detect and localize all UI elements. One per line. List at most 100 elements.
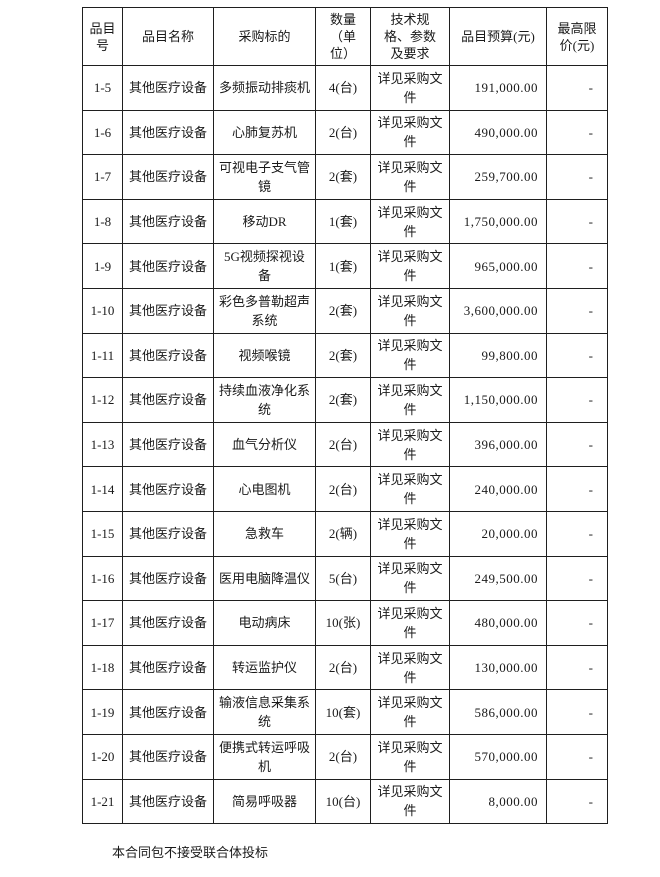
cell-quantity-unit: 1(套) — [315, 198, 371, 245]
cell-quantity-unit: 10(张) — [315, 600, 371, 646]
cell-procurement-target: 心电图机 — [213, 466, 316, 512]
cell-item-no: 1-7 — [82, 154, 123, 200]
cell-item-budget: 480,000.00 — [449, 600, 547, 646]
cell-item-name: 其他医疗设备 — [122, 154, 214, 200]
cell-item-budget: 965,000.00 — [449, 243, 547, 289]
cell-procurement-target: 电动病床 — [213, 600, 316, 646]
header-max-price: 最高限 价(元) — [546, 7, 608, 66]
cell-item-name: 其他医疗设备 — [122, 332, 214, 379]
cell-procurement-target: 持续血液净化系统 — [213, 377, 316, 423]
cell-item-no: 1-12 — [82, 377, 123, 423]
cell-max-price: - — [546, 287, 608, 334]
cell-item-budget: 191,000.00 — [449, 65, 547, 111]
cell-quantity-unit: 5(台) — [315, 555, 371, 602]
table-row: 1-7 其他医疗设备 可视电子支气管镜 2(套) 详见采购文件 259,700.… — [82, 154, 608, 200]
cell-item-budget: 8,000.00 — [449, 778, 547, 825]
cell-item-name: 其他医疗设备 — [122, 600, 214, 646]
header-item-budget: 品目预算(元) — [449, 7, 547, 66]
table-row: 1-11 其他医疗设备 视频喉镜 2(套) 详见采购文件 99,800.00 - — [82, 332, 608, 379]
cell-item-budget: 3,600,000.00 — [449, 287, 547, 334]
header-item-no: 品目 号 — [82, 7, 123, 66]
cell-max-price: - — [546, 332, 608, 379]
cell-item-budget: 99,800.00 — [449, 332, 547, 379]
cell-tech-spec: 详见采购文件 — [370, 65, 450, 111]
cell-item-name: 其他医疗设备 — [122, 421, 214, 468]
cell-item-no: 1-13 — [82, 421, 123, 468]
cell-item-budget: 1,750,000.00 — [449, 198, 547, 245]
cell-quantity-unit: 4(台) — [315, 65, 371, 111]
cell-quantity-unit: 2(台) — [315, 644, 371, 691]
table-row: 1-12 其他医疗设备 持续血液净化系统 2(套) 详见采购文件 1,150,0… — [82, 377, 608, 423]
cell-max-price: - — [546, 733, 608, 780]
cell-max-price: - — [546, 154, 608, 200]
cell-item-name: 其他医疗设备 — [122, 243, 214, 289]
cell-item-no: 1-19 — [82, 689, 123, 735]
cell-tech-spec: 详见采购文件 — [370, 154, 450, 200]
cell-procurement-target: 彩色多普勒超声系统 — [213, 287, 316, 334]
cell-tech-spec: 详见采购文件 — [370, 778, 450, 825]
cell-item-name: 其他医疗设备 — [122, 198, 214, 245]
cell-item-no: 1-18 — [82, 644, 123, 691]
cell-tech-spec: 详见采购文件 — [370, 689, 450, 735]
cell-procurement-target: 可视电子支气管镜 — [213, 154, 316, 200]
cell-item-budget: 570,000.00 — [449, 733, 547, 780]
cell-quantity-unit: 2(套) — [315, 377, 371, 423]
cell-tech-spec: 详见采购文件 — [370, 198, 450, 245]
header-procurement-target: 采购标的 — [213, 7, 316, 66]
cell-item-name: 其他医疗设备 — [122, 555, 214, 602]
table-row: 1-13 其他医疗设备 血气分析仪 2(台) 详见采购文件 396,000.00… — [82, 421, 608, 468]
cell-tech-spec: 详见采购文件 — [370, 109, 450, 156]
cell-max-price: - — [546, 109, 608, 156]
table-row: 1-20 其他医疗设备 便携式转运呼吸机 2(台) 详见采购文件 570,000… — [82, 733, 608, 780]
cell-item-name: 其他医疗设备 — [122, 287, 214, 334]
cell-quantity-unit: 2(套) — [315, 154, 371, 200]
cell-tech-spec: 详见采购文件 — [370, 733, 450, 780]
cell-procurement-target: 输液信息采集系统 — [213, 689, 316, 735]
cell-item-name: 其他医疗设备 — [122, 510, 214, 557]
cell-quantity-unit: 2(套) — [315, 287, 371, 334]
cell-procurement-target: 5G视频探视设备 — [213, 243, 316, 289]
header-tech-spec: 技术规 格、参数 及要求 — [370, 7, 450, 66]
cell-quantity-unit: 2(台) — [315, 109, 371, 156]
table-row: 1-8 其他医疗设备 移动DR 1(套) 详见采购文件 1,750,000.00… — [82, 198, 608, 245]
cell-procurement-target: 心肺复苏机 — [213, 109, 316, 156]
table-row: 1-17 其他医疗设备 电动病床 10(张) 详见采购文件 480,000.00… — [82, 600, 608, 646]
cell-tech-spec: 详见采购文件 — [370, 555, 450, 602]
cell-procurement-target: 移动DR — [213, 198, 316, 245]
header-quantity-unit: 数量 （单 位） — [315, 7, 371, 66]
cell-max-price: - — [546, 778, 608, 825]
cell-item-no: 1-10 — [82, 287, 123, 334]
cell-quantity-unit: 2(台) — [315, 421, 371, 468]
cell-quantity-unit: 10(套) — [315, 689, 371, 735]
cell-tech-spec: 详见采购文件 — [370, 510, 450, 557]
cell-procurement-target: 转运监护仪 — [213, 644, 316, 691]
cell-tech-spec: 详见采购文件 — [370, 644, 450, 691]
table-row: 1-19 其他医疗设备 输液信息采集系统 10(套) 详见采购文件 586,00… — [82, 689, 608, 735]
cell-procurement-target: 视频喉镜 — [213, 332, 316, 379]
cell-item-no: 1-17 — [82, 600, 123, 646]
cell-item-no: 1-6 — [82, 109, 123, 156]
cell-procurement-target: 医用电脑降温仪 — [213, 555, 316, 602]
cell-quantity-unit: 2(台) — [315, 466, 371, 512]
table-row: 1-14 其他医疗设备 心电图机 2(台) 详见采购文件 240,000.00 … — [82, 466, 608, 512]
cell-tech-spec: 详见采购文件 — [370, 600, 450, 646]
cell-item-name: 其他医疗设备 — [122, 689, 214, 735]
table-row: 1-21 其他医疗设备 简易呼吸器 10(台) 详见采购文件 8,000.00 … — [82, 778, 608, 825]
cell-tech-spec: 详见采购文件 — [370, 421, 450, 468]
cell-procurement-target: 便携式转运呼吸机 — [213, 733, 316, 780]
cell-quantity-unit: 2(辆) — [315, 510, 371, 557]
table-row: 1-18 其他医疗设备 转运监护仪 2(台) 详见采购文件 130,000.00… — [82, 644, 608, 691]
footer-note: 本合同包不接受联合体投标 — [112, 845, 269, 861]
cell-item-no: 1-21 — [82, 778, 123, 825]
cell-procurement-target: 多频振动排痰机 — [213, 65, 316, 111]
cell-item-name: 其他医疗设备 — [122, 65, 214, 111]
cell-item-budget: 20,000.00 — [449, 510, 547, 557]
cell-max-price: - — [546, 421, 608, 468]
procurement-table: 品目 号 品目名称 采购标的 数量 （单 位） 技术规 格、参数 及要求 品目预… — [82, 7, 608, 825]
cell-max-price: - — [546, 600, 608, 646]
header-item-name: 品目名称 — [122, 7, 214, 66]
table-row: 1-9 其他医疗设备 5G视频探视设备 1(套) 详见采购文件 965,000.… — [82, 243, 608, 289]
cell-item-no: 1-8 — [82, 198, 123, 245]
cell-tech-spec: 详见采购文件 — [370, 332, 450, 379]
cell-item-no: 1-9 — [82, 243, 123, 289]
